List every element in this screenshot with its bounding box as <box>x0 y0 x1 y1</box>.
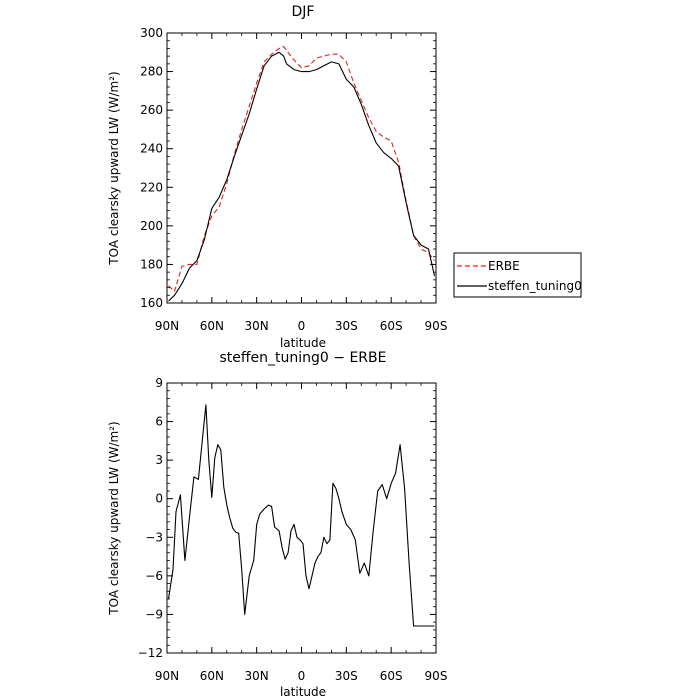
top-y-tick-label: 260 <box>140 103 163 117</box>
top-x-tick-label: 60S <box>380 319 403 333</box>
top-plot-frame <box>166 32 437 304</box>
top-series-line-1 <box>168 51 436 302</box>
top-series-line-0 <box>168 45 435 292</box>
bottom-x-tick-label: 60N <box>200 669 224 683</box>
top-chart-title: DJF <box>292 4 315 20</box>
bottom-x-tick-label: 30N <box>245 669 269 683</box>
bottom-x-axis-label: latitude <box>280 685 326 699</box>
bottom-y-tick-label: 0 <box>155 492 163 506</box>
top-panel: DJF 160 180 200 220 240 260 280 300 90N 60N 30N 0 3… <box>107 4 582 350</box>
bottom-series-diff <box>167 404 435 627</box>
top-x-ticks: 90N 60N 30N 0 30S 60S 90S <box>155 33 448 333</box>
top-y-tick-label: 280 <box>140 65 163 79</box>
legend-label-steffen: steffen_tuning0 <box>488 279 582 293</box>
bottom-x-tick-label: 0 <box>298 669 306 683</box>
top-y-ticks: 160 180 200 220 240 260 280 300 <box>140 26 436 310</box>
bottom-y-ticks: −12 −9 −6 −3 0 3 6 9 <box>138 376 436 660</box>
top-series-steffen <box>168 51 436 302</box>
legend-label-erbe: ERBE <box>488 259 520 273</box>
bottom-y-tick-label: 6 <box>155 415 163 429</box>
bottom-chart-title: steffen_tuning0 − ERBE <box>220 350 387 366</box>
bottom-y-tick-label: 9 <box>155 376 163 390</box>
top-y-tick-label: 240 <box>140 142 163 156</box>
bottom-y-tick-label: −3 <box>145 530 163 544</box>
bottom-y-axis-label: TOA clearsky upward LW (W/m²) <box>107 421 121 615</box>
legend: ERBE steffen_tuning0 <box>453 252 582 298</box>
top-plot-area: 160 180 200 220 240 260 280 300 90N 60N 30N 0 30S 60… <box>140 26 447 333</box>
bottom-x-tick-label: 90S <box>425 669 448 683</box>
bottom-x-tick-label: 90N <box>155 669 179 683</box>
top-y-axis-label: TOA clearsky upward LW (W/m²) <box>107 71 121 265</box>
bottom-x-tick-label: 60S <box>380 669 403 683</box>
legend-box <box>453 252 582 298</box>
top-y-tick-label: 300 <box>140 26 163 40</box>
bottom-plot-area: −12 −9 −6 −3 0 3 6 9 90N 60N 30N 0 30S 60S 90S <box>138 376 448 683</box>
bottom-series-line-0 <box>167 404 435 627</box>
bottom-y-tick-label: 3 <box>155 453 163 467</box>
top-x-tick-label: 90N <box>155 319 179 333</box>
bottom-y-tick-label: −6 <box>145 569 163 583</box>
top-y-tick-label: 180 <box>140 257 163 271</box>
bottom-x-ticks: 90N 60N 30N 0 30S 60S 90S <box>155 383 448 683</box>
top-x-tick-label: 30N <box>245 319 269 333</box>
bottom-x-tick-label: 30S <box>335 669 358 683</box>
top-x-tick-label: 0 <box>298 319 306 333</box>
top-x-tick-label: 90S <box>425 319 448 333</box>
bottom-y-tick-label: −9 <box>145 607 163 621</box>
top-x-tick-label: 60N <box>200 319 224 333</box>
top-x-axis-label: latitude <box>280 336 326 350</box>
bottom-y-tick-label: −12 <box>138 646 163 660</box>
top-y-tick-label: 200 <box>140 219 163 233</box>
top-y-tick-label: 220 <box>140 180 163 194</box>
top-y-tick-label: 160 <box>140 296 163 310</box>
bottom-panel: steffen_tuning0 − ERBE −12 −9 −6 −3 0 3 6 9 90N… <box>107 350 447 699</box>
top-series-erbe <box>168 45 435 292</box>
top-x-tick-label: 30S <box>335 319 358 333</box>
